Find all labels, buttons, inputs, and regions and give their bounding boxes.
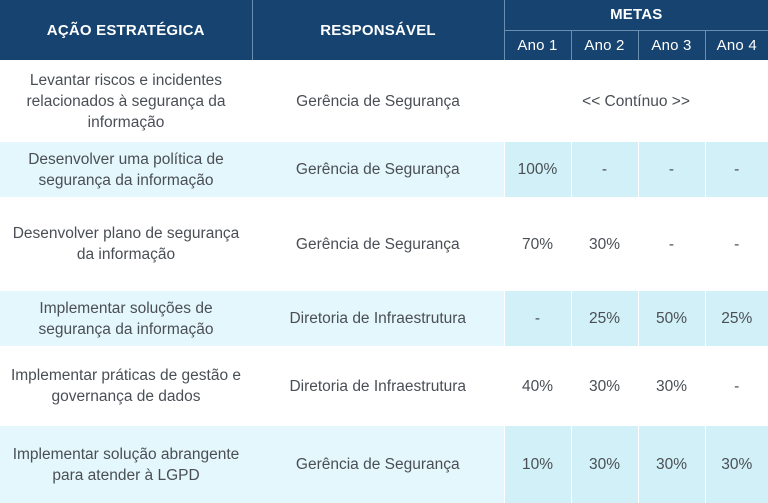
action-cell: Implementar soluções de segurança da inf… bbox=[0, 291, 252, 346]
goal-year-4: 30% bbox=[704, 426, 768, 503]
header-action: AÇÃO ESTRATÉGICA bbox=[0, 0, 252, 60]
goal-year-1: - bbox=[503, 291, 571, 346]
goal-year-4: 25% bbox=[704, 291, 768, 346]
action-cell: Desenvolver uma política de segurança da… bbox=[0, 142, 252, 197]
header-responsible: RESPONSÁVEL bbox=[251, 0, 504, 60]
table-header: AÇÃO ESTRATÉGICA RESPONSÁVEL METAS Ano 1… bbox=[0, 0, 768, 60]
table-row: Desenvolver uma política de segurança da… bbox=[0, 142, 768, 197]
continuous-cell: << Contínuo >> bbox=[504, 60, 768, 142]
header-year-4: Ano 4 bbox=[704, 30, 768, 60]
table-row: Implementar práticas de gestão e governa… bbox=[0, 346, 768, 426]
responsible-cell: Gerência de Segurança bbox=[252, 142, 504, 197]
responsible-cell: Gerência de Segurança bbox=[252, 60, 504, 142]
header-year-3: Ano 3 bbox=[637, 30, 705, 60]
responsible-cell: Diretoria de Infraestrutura bbox=[252, 346, 504, 426]
goal-year-3: - bbox=[637, 142, 705, 197]
goal-year-2: 30% bbox=[570, 197, 638, 291]
action-cell: Implementar práticas de gestão e governa… bbox=[0, 346, 252, 426]
goal-year-1: 10% bbox=[503, 426, 571, 503]
goal-year-4: - bbox=[704, 197, 768, 291]
goal-year-3: 30% bbox=[637, 346, 705, 426]
goal-year-3: 50% bbox=[637, 291, 705, 346]
table-row: Levantar riscos e incidentes relacionado… bbox=[0, 60, 768, 142]
goal-year-3: - bbox=[637, 197, 705, 291]
goal-year-1: 70% bbox=[503, 197, 571, 291]
action-cell: Implementar solução abrangente para aten… bbox=[0, 426, 252, 503]
goal-year-4: - bbox=[704, 142, 768, 197]
header-goals: METAS bbox=[503, 0, 768, 31]
header-year-2: Ano 2 bbox=[570, 30, 638, 60]
goal-year-1: 100% bbox=[503, 142, 571, 197]
responsible-cell: Gerência de Segurança bbox=[252, 426, 504, 503]
goal-year-2: 30% bbox=[570, 346, 638, 426]
goal-year-2: 30% bbox=[570, 426, 638, 503]
header-year-1: Ano 1 bbox=[503, 30, 571, 60]
table-row: Implementar solução abrangente para aten… bbox=[0, 426, 768, 503]
responsible-cell: Diretoria de Infraestrutura bbox=[252, 291, 504, 346]
goal-year-3: 30% bbox=[637, 426, 705, 503]
goal-year-2: - bbox=[570, 142, 638, 197]
goal-year-1: 40% bbox=[503, 346, 571, 426]
goal-year-4: - bbox=[704, 346, 768, 426]
table-row: Desenvolver plano de segurança da inform… bbox=[0, 197, 768, 291]
table-row: Implementar soluções de segurança da inf… bbox=[0, 291, 768, 346]
action-cell: Desenvolver plano de segurança da inform… bbox=[0, 197, 252, 291]
action-cell: Levantar riscos e incidentes relacionado… bbox=[0, 60, 252, 142]
responsible-cell: Gerência de Segurança bbox=[252, 197, 504, 291]
goal-year-2: 25% bbox=[570, 291, 638, 346]
